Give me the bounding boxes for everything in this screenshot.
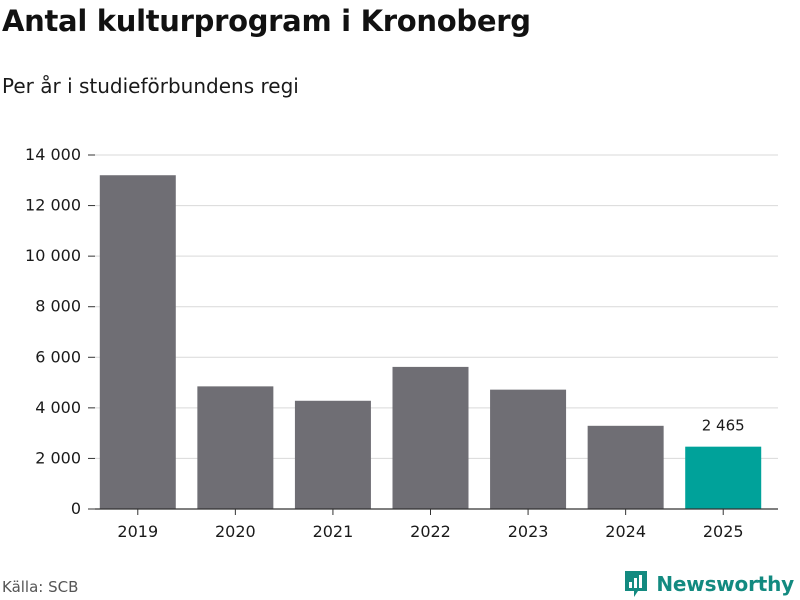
y-tick-label: 14 000 bbox=[25, 145, 81, 164]
y-tick-label: 12 000 bbox=[25, 196, 81, 215]
brand-logo: Newsworthy bbox=[623, 569, 794, 599]
bar-2021 bbox=[294, 400, 371, 509]
y-tick-label: 0 bbox=[71, 499, 81, 518]
newsworthy-logo-icon bbox=[625, 571, 648, 597]
data-label: 2 465 bbox=[702, 417, 745, 435]
bar-2024 bbox=[587, 425, 664, 509]
x-tick-label: 2023 bbox=[508, 522, 549, 541]
y-tick-label: 4 000 bbox=[35, 398, 81, 417]
y-tick-label: 10 000 bbox=[25, 246, 81, 265]
x-tick-label: 2021 bbox=[313, 522, 354, 541]
x-tick-label: 2019 bbox=[117, 522, 158, 541]
chart-title: Antal kulturprogram i Kronoberg bbox=[2, 4, 531, 38]
bar-2020 bbox=[197, 386, 274, 509]
y-tick-label: 8 000 bbox=[35, 297, 81, 316]
brand-name: Newsworthy bbox=[656, 572, 794, 596]
bar-2022 bbox=[392, 366, 469, 509]
bar-2025 bbox=[685, 446, 762, 509]
bar-2019 bbox=[99, 175, 176, 509]
source-note: Källa: SCB bbox=[2, 578, 79, 596]
y-tick-label: 6 000 bbox=[35, 347, 81, 366]
x-tick-label: 2020 bbox=[215, 522, 256, 541]
chart-subtitle: Per år i studieförbundens regi bbox=[2, 74, 299, 98]
x-tick-label: 2022 bbox=[410, 522, 451, 541]
y-tick-label: 2 000 bbox=[35, 448, 81, 467]
bar-2023 bbox=[490, 389, 567, 509]
x-tick-label: 2025 bbox=[703, 522, 744, 541]
x-tick-label: 2024 bbox=[605, 522, 646, 541]
